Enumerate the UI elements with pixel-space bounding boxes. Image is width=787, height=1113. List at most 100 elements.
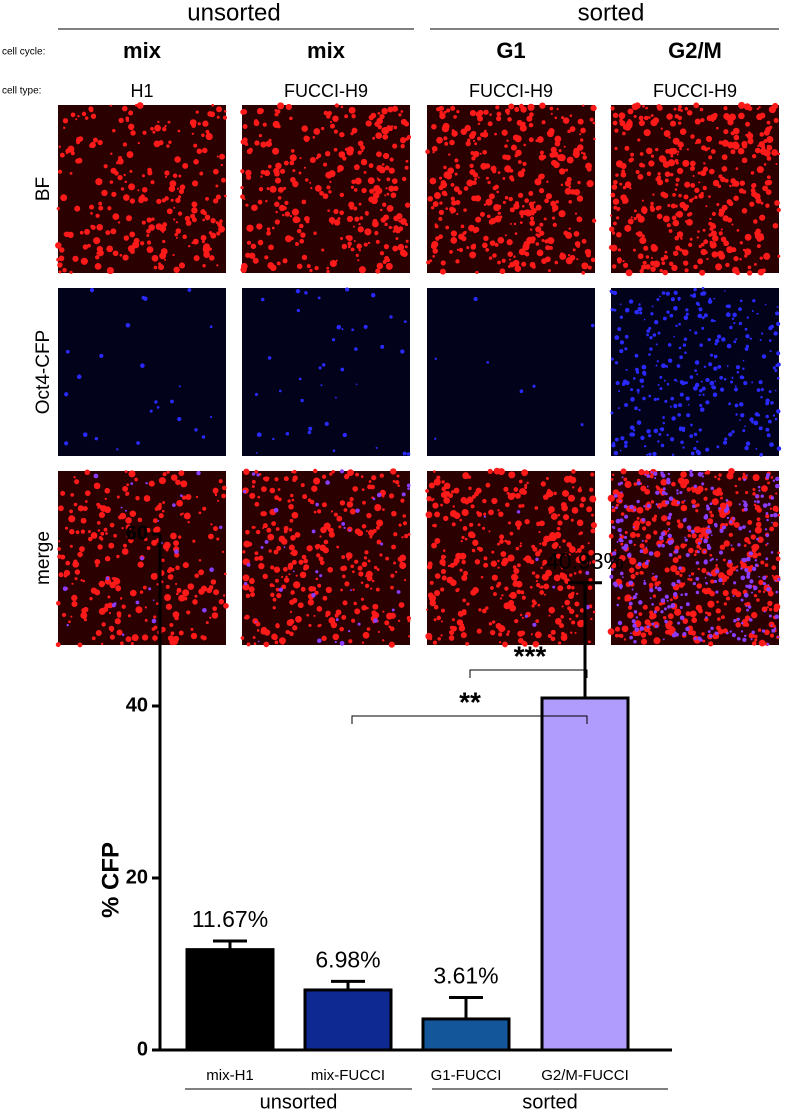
cell: [302, 255, 307, 260]
cell: [628, 606, 632, 610]
cell: [433, 640, 437, 644]
cell: [667, 600, 669, 602]
cell: [643, 373, 646, 376]
cell: [451, 626, 456, 631]
cell: [432, 503, 438, 509]
cell: [520, 221, 523, 224]
bar: [305, 990, 391, 1050]
cell: [277, 102, 284, 109]
cell: [290, 611, 292, 613]
cell: [83, 506, 88, 511]
cell: [684, 500, 686, 502]
cell: [677, 364, 681, 368]
cell: [691, 572, 694, 575]
cell: [751, 612, 757, 618]
cell: [705, 514, 708, 517]
cell: [680, 128, 687, 135]
cell: [350, 497, 354, 501]
cell: [99, 512, 105, 518]
cell: [243, 469, 249, 475]
cell: [505, 196, 508, 199]
cell: [66, 350, 70, 354]
cell: [402, 492, 406, 496]
cell: [153, 527, 159, 533]
cell: [461, 225, 465, 229]
cell: [671, 482, 676, 487]
cell: [273, 606, 276, 609]
cell: [646, 334, 649, 337]
cell: [667, 530, 669, 532]
cell: [624, 403, 628, 407]
cell: [466, 141, 471, 146]
cell: [728, 432, 732, 436]
cell: [182, 163, 188, 169]
cell: [632, 624, 636, 628]
cell: [307, 264, 311, 268]
cell: [395, 480, 399, 484]
cell: [313, 615, 315, 617]
cell: [648, 395, 651, 398]
cell: [630, 397, 635, 402]
cell: [637, 517, 640, 520]
channel-label: BF: [33, 177, 54, 201]
cell: [608, 495, 615, 502]
cell: [522, 162, 526, 166]
cell: [694, 485, 697, 488]
cell: [520, 614, 522, 616]
cell: [589, 495, 596, 502]
cell: [288, 564, 293, 569]
cell: [768, 503, 771, 506]
cell: [630, 425, 635, 430]
cell: [208, 534, 214, 540]
cell: [665, 493, 668, 496]
cell: [498, 468, 505, 475]
cell: [290, 494, 294, 498]
cell: [152, 131, 155, 134]
cell: [188, 288, 192, 292]
cell: [650, 261, 655, 266]
cell: [752, 154, 756, 158]
cell: [749, 618, 753, 622]
cell: [552, 586, 555, 589]
cell: [586, 506, 592, 512]
cell: [635, 572, 639, 576]
cell: [317, 584, 321, 588]
cell: [756, 114, 763, 121]
cell: [658, 172, 661, 175]
cell: [766, 415, 769, 418]
cell: [554, 136, 561, 143]
cell: [679, 347, 682, 350]
cell: [677, 519, 681, 523]
cell: [716, 445, 719, 448]
cell: [516, 547, 520, 551]
cell: [751, 631, 754, 634]
cell: [611, 358, 614, 361]
cell: [453, 115, 457, 119]
cell: [731, 544, 733, 546]
cell: [267, 187, 270, 190]
cell: [689, 470, 692, 473]
cell: [559, 168, 565, 174]
cell: [637, 500, 640, 503]
cell: [401, 110, 404, 113]
cell: [147, 246, 154, 253]
cell: [695, 383, 699, 387]
cell: [63, 118, 68, 123]
cell: [260, 175, 262, 177]
cell: [759, 640, 766, 647]
cell: [445, 226, 449, 230]
cell: [407, 533, 410, 536]
cell: [634, 610, 638, 614]
cell: [691, 499, 696, 504]
cell: [266, 528, 271, 533]
cell: [100, 537, 103, 540]
cell: [70, 271, 73, 274]
cell: [304, 216, 310, 222]
cell: [683, 479, 689, 485]
cell: [632, 588, 634, 590]
cell: [642, 540, 644, 542]
cell: [718, 507, 721, 510]
cell: [656, 343, 658, 345]
cell: [650, 597, 652, 599]
cell: [731, 131, 735, 135]
